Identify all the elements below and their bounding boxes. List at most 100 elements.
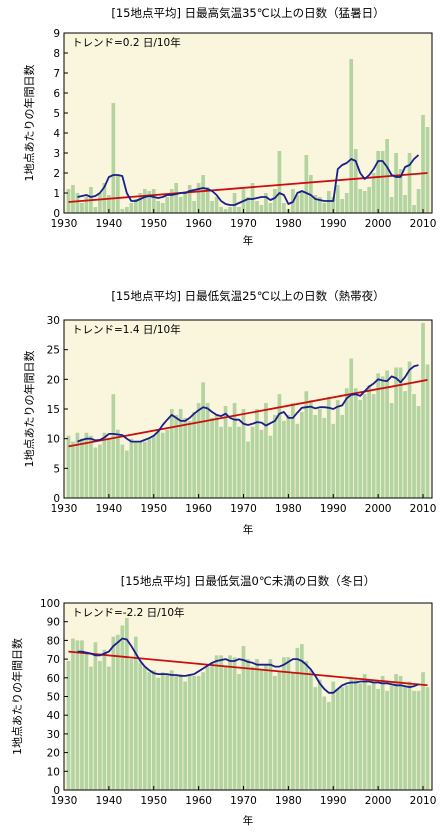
bar xyxy=(326,191,331,213)
bar xyxy=(349,677,354,790)
x-tick-label: 1950 xyxy=(140,218,167,230)
bar xyxy=(116,634,120,790)
bar xyxy=(102,432,107,498)
x-tick-label: 1930 xyxy=(51,503,78,515)
bar xyxy=(124,617,129,790)
bar xyxy=(246,659,250,790)
bar xyxy=(277,394,282,498)
y-tick-label: 8 xyxy=(53,48,60,60)
x-tick-label: 1930 xyxy=(51,795,78,807)
bar xyxy=(335,400,340,498)
bar xyxy=(232,193,237,213)
bar xyxy=(317,409,322,498)
bar xyxy=(344,388,349,498)
x-tick-label: 1990 xyxy=(320,503,347,515)
bar xyxy=(98,193,102,213)
bar-series xyxy=(66,617,430,790)
bar xyxy=(304,155,309,213)
bar xyxy=(80,438,84,498)
bar xyxy=(138,193,143,213)
trend-line xyxy=(68,379,428,448)
bar xyxy=(264,193,268,213)
y-tick-label: 40 xyxy=(47,710,60,722)
bar xyxy=(147,672,152,790)
bar xyxy=(317,197,322,213)
trend-label: トレンド=-2.2 日/10年 xyxy=(72,606,185,619)
bar xyxy=(102,183,107,213)
bar xyxy=(111,103,116,213)
bar xyxy=(165,429,170,498)
chart-title: [15地点平均] 日最低気温0℃未満の日数（冬日） xyxy=(121,574,376,588)
bar xyxy=(313,687,318,790)
trend-line xyxy=(68,650,428,687)
bar xyxy=(358,683,363,790)
chart-3: 0 10 20 30 40 50 60 70 80 90 100 1930 1940 1950 1960 19… xyxy=(10,574,436,827)
y-tick-label: 30 xyxy=(47,729,60,741)
bar xyxy=(259,670,264,790)
y-tick-label: 100 xyxy=(40,598,60,610)
bar xyxy=(66,660,71,790)
bar xyxy=(264,664,268,790)
bar xyxy=(367,187,372,213)
x-tick-label: 2000 xyxy=(365,795,392,807)
bar xyxy=(183,681,188,790)
y-tick-label: 10 xyxy=(47,434,60,446)
bar xyxy=(407,153,412,213)
bar xyxy=(187,674,192,790)
bar xyxy=(174,675,179,790)
x-tick-label: 1970 xyxy=(230,218,257,230)
x-axis-label: 年 xyxy=(243,523,254,536)
y-tick-label: 20 xyxy=(47,374,60,386)
bar xyxy=(344,685,349,790)
bar xyxy=(102,649,107,790)
bar xyxy=(151,670,156,790)
bar xyxy=(84,432,89,498)
bar xyxy=(340,199,345,213)
bar xyxy=(380,675,385,790)
bar xyxy=(322,696,327,790)
y-tick-label: 25 xyxy=(47,345,60,357)
bar xyxy=(93,447,98,498)
y-tick-label: 50 xyxy=(47,692,60,704)
bar xyxy=(160,672,165,790)
bar xyxy=(84,197,89,213)
bar xyxy=(291,403,295,498)
bar xyxy=(308,400,313,498)
bar xyxy=(358,400,363,498)
x-tick-label: 1980 xyxy=(275,503,302,515)
bar xyxy=(129,438,134,498)
chart-1: 0 1 2 3 4 5 6 7 8 9 1930 1940 1950 1960 1970 1980 1990 20… xyxy=(22,6,436,247)
bar xyxy=(156,429,161,498)
bar xyxy=(71,185,75,213)
bar xyxy=(241,646,246,790)
bar xyxy=(313,195,318,213)
bar xyxy=(75,640,80,790)
bar xyxy=(219,655,223,790)
bar xyxy=(313,414,318,498)
x-tick-label: 1960 xyxy=(185,795,212,807)
bar xyxy=(376,373,380,498)
bar xyxy=(232,403,237,498)
bar xyxy=(169,189,174,213)
x-tick-label: 1970 xyxy=(230,503,257,515)
y-tick-label: 0 xyxy=(53,493,60,505)
bar xyxy=(353,677,358,790)
bar xyxy=(286,657,291,790)
x-tick-label: 2000 xyxy=(365,218,392,230)
x-tick-label: 1980 xyxy=(275,218,302,230)
x-tick-label: 1940 xyxy=(96,503,123,515)
bar xyxy=(219,426,223,498)
bar xyxy=(241,409,246,498)
bar xyxy=(389,685,394,790)
y-tick-label: 15 xyxy=(47,404,60,416)
y-tick-label: 4 xyxy=(53,128,60,140)
bar xyxy=(228,207,232,213)
bar xyxy=(147,438,152,498)
x-tick-label: 1940 xyxy=(96,795,123,807)
bar xyxy=(210,201,214,213)
bar xyxy=(156,201,161,213)
bar xyxy=(223,406,228,498)
bar xyxy=(295,647,300,790)
y-tick-label: 0 xyxy=(53,785,60,797)
bar xyxy=(192,411,196,498)
